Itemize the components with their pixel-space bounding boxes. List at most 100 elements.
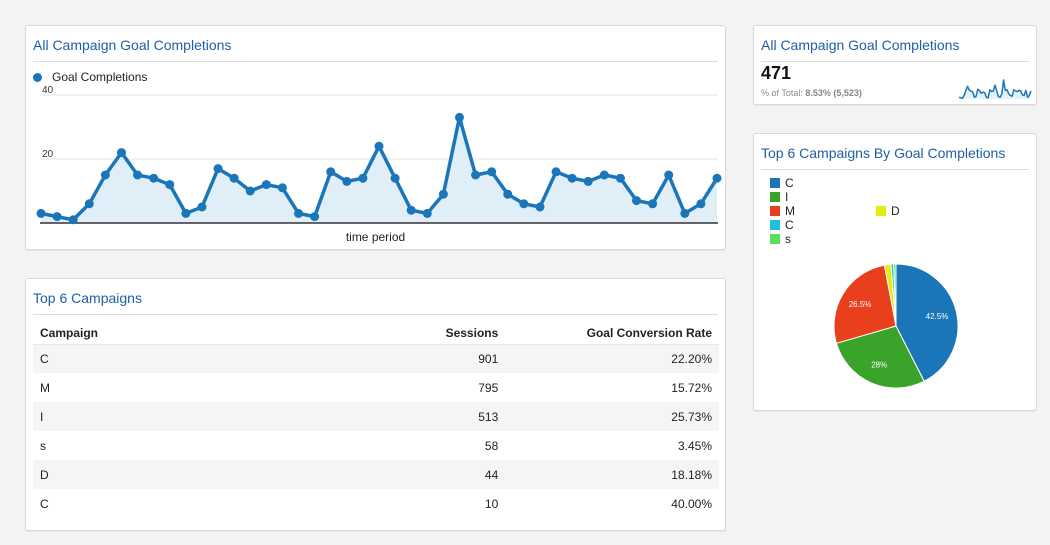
data-point[interactable] [648,199,658,209]
rate-cell: 40.00% [671,496,712,511]
percent-of-total-value: 8.53% (5,523) [805,88,862,98]
chart-legend[interactable]: Goal Completions [33,70,147,84]
data-point[interactable] [583,176,593,186]
widget-title[interactable]: All Campaign Goal Completions [761,37,960,53]
line-chart[interactable]: 40 20 [26,26,727,251]
rate-cell: 18.18% [671,467,712,482]
data-point[interactable] [712,173,722,183]
pie-slice[interactable] [893,263,897,327]
rate-cell: 15.72% [671,380,712,395]
data-point[interactable] [487,167,497,177]
data-point[interactable] [149,173,159,183]
legend-label: D [891,204,900,218]
data-point[interactable] [68,215,78,225]
data-point[interactable] [696,199,706,209]
data-point[interactable] [326,167,336,177]
legend-item[interactable]: C [770,218,795,232]
x-axis-title: time period [345,230,406,244]
data-point[interactable] [680,208,690,218]
legend-item[interactable]: s [770,232,795,246]
sessions-cell: 513 [478,409,499,424]
column-header-goal-conversion-rate: Goal Conversion Rate [505,322,719,345]
pie-slice[interactable] [833,264,897,344]
area-fill [41,117,717,223]
data-point[interactable] [551,167,561,177]
table-row: C 10 40.00% [33,489,719,518]
widget-title[interactable]: Top 6 Campaigns By Goal Completions [761,145,1006,161]
legend-item[interactable]: C [770,176,795,190]
slice-label: 26.5% [849,300,872,309]
data-point[interactable] [615,173,625,183]
title-divider [761,61,1029,62]
legend-swatch-icon [770,178,780,188]
data-point[interactable] [438,189,448,199]
data-point[interactable] [664,170,674,180]
data-point[interactable] [567,173,577,183]
pie-chart[interactable]: 42.5% 28% 26.5% [754,134,1038,412]
goal-completions-line-widget: All Campaign Goal Completions Goal Compl… [25,25,726,250]
rate-cell: 3.45% [677,438,712,453]
slice-label: 42.5% [926,312,949,321]
goal-completions-scorecard-widget: All Campaign Goal Completions 471 % of T… [753,25,1037,105]
data-point[interactable] [277,183,287,193]
data-point[interactable] [52,212,62,222]
legend-item[interactable]: D [876,204,900,218]
sparkline-chart [958,79,1032,100]
sessions-cell: 58 [484,438,499,453]
data-point[interactable] [454,112,464,122]
data-point[interactable] [261,180,271,190]
table-row: M 795 15.72% [33,373,719,402]
column-header-campaign: Campaign [33,322,403,345]
widget-title[interactable]: Top 6 Campaigns [33,290,142,306]
data-point[interactable] [519,199,529,209]
title-divider [33,61,718,62]
data-point[interactable] [310,212,320,222]
percent-of-total-label: % of Total: [761,88,803,98]
campaign-cell: C [40,351,49,366]
data-point[interactable] [116,148,126,158]
pie-slice[interactable] [895,263,959,382]
data-point[interactable] [503,189,513,199]
data-point[interactable] [197,202,207,212]
data-point[interactable] [84,199,94,209]
data-point[interactable] [342,176,352,186]
data-point[interactable] [133,170,143,180]
data-point[interactable] [36,208,46,218]
data-point[interactable] [165,180,175,190]
legend-item[interactable]: I [770,190,795,204]
title-divider [761,169,1029,170]
legend-item[interactable]: M [770,204,795,218]
data-point[interactable] [535,202,545,212]
data-point[interactable] [374,141,384,151]
data-point[interactable] [471,170,481,180]
legend-label: C [785,176,794,190]
table-row: I 513 25.73% [33,402,719,431]
legend-label: I [785,190,789,204]
data-point[interactable] [181,208,191,218]
data-point[interactable] [294,208,304,218]
data-point[interactable] [229,173,239,183]
data-point[interactable] [599,170,609,180]
data-point[interactable] [406,205,416,215]
rate-cell: 25.73% [671,409,712,424]
data-point[interactable] [422,208,432,218]
widget-title[interactable]: All Campaign Goal Completions [33,37,232,53]
top-campaigns-pie-widget: Top 6 Campaigns By Goal Completions C I … [753,133,1037,411]
data-point[interactable] [100,170,110,180]
legend-swatch-icon [770,234,780,244]
data-point[interactable] [213,164,223,174]
title-divider [33,314,718,315]
data-point[interactable] [245,186,255,196]
table-row: C 901 22.20% [33,344,719,373]
data-point[interactable] [358,173,368,183]
campaign-cell: C [40,496,49,511]
data-point[interactable] [390,173,400,183]
data-point[interactable] [632,196,642,206]
legend-dot-icon [33,72,42,82]
campaign-cell: s [40,438,46,453]
rate-cell: 22.20% [671,351,712,366]
sessions-cell: 795 [478,380,499,395]
legend-swatch-icon [876,206,886,216]
pie-legend: C I M C s [770,176,795,246]
pie-slice[interactable] [835,325,925,389]
